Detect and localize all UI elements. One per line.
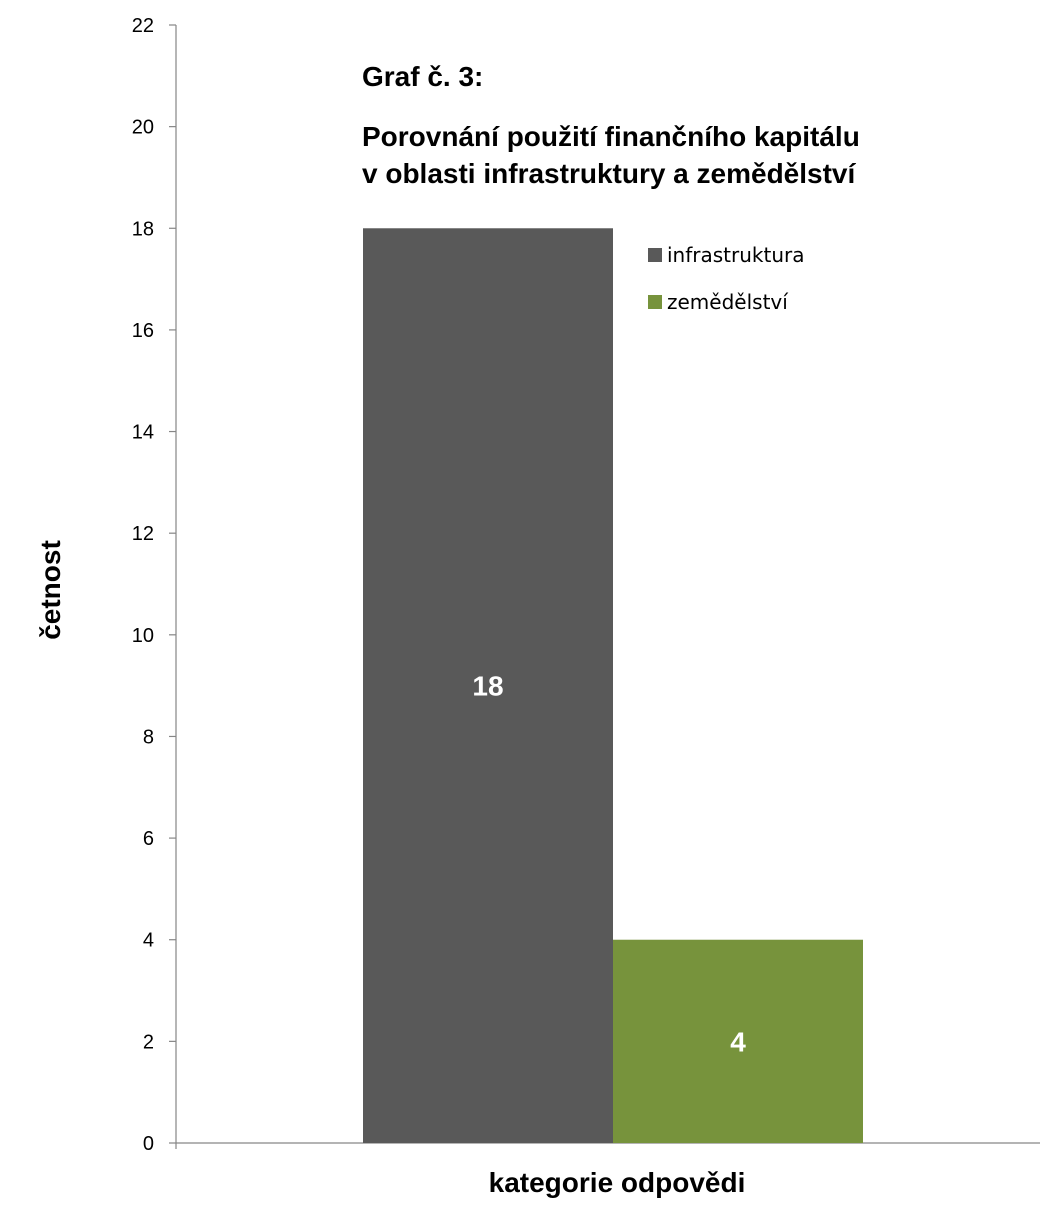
y-tick-label: 18 (132, 218, 154, 240)
y-tick-label: 16 (132, 320, 154, 342)
y-tick-label: 4 (143, 930, 154, 952)
y-tick-label: 8 (143, 726, 154, 748)
y-axis-title: četnost (35, 540, 66, 640)
y-tick-label: 2 (143, 1031, 154, 1053)
bar-data-label: 4 (730, 1026, 746, 1057)
bar-zemedelstvi (613, 939, 863, 1143)
y-tick-label: 6 (143, 828, 154, 850)
bar-infrastruktura (363, 228, 613, 1144)
axes-group: 0 2 4 6 8 10 12 14 16 18 20 22 (132, 15, 1040, 1155)
y-tick-label: 20 (132, 117, 154, 139)
y-tick-label: 12 (132, 523, 154, 545)
bars-group: 18 4 (363, 228, 863, 1144)
chart-title-line-3: v oblasti infrastruktury a zemědělství (362, 158, 857, 189)
legend-label: infrastruktura (667, 243, 805, 267)
y-tick-label: 22 (132, 15, 154, 37)
bar-data-label: 18 (472, 671, 503, 702)
x-axis-title: kategorie odpovědi (489, 1167, 746, 1198)
legend-swatch (648, 295, 662, 309)
legend-label: zemědělství (667, 290, 789, 314)
y-tick-label: 10 (132, 625, 154, 647)
legend-swatch (648, 248, 662, 262)
y-tick-label: 0 (143, 1133, 154, 1155)
y-tick-label: 14 (132, 422, 154, 444)
chart-title-line-1: Graf č. 3: (362, 61, 483, 92)
chart-title-line-2: Porovnání použití finančního kapitálu (362, 121, 860, 152)
legend: infrastruktura zemědělství (648, 243, 805, 314)
